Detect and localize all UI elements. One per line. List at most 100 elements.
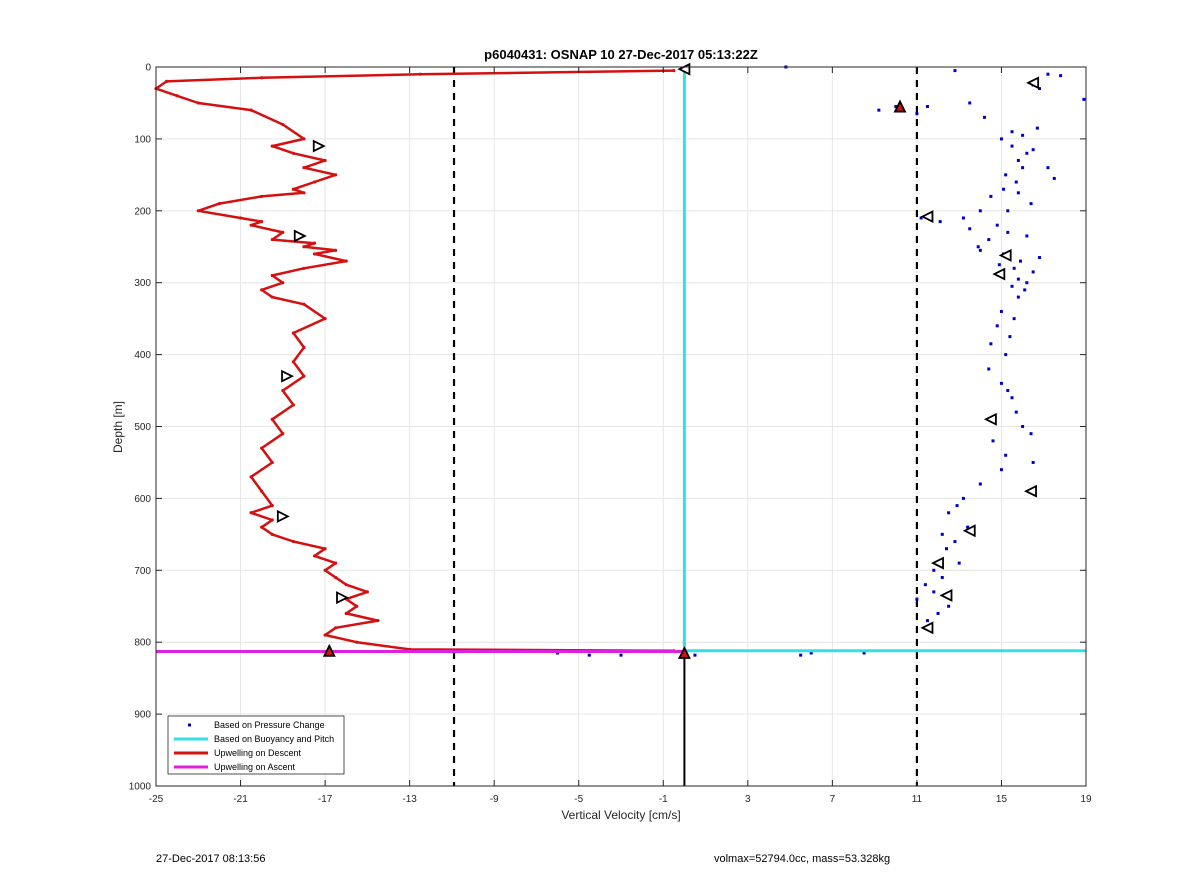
x-axis-label: Vertical Velocity [cm/s]	[561, 808, 680, 822]
marker-triangle-left	[983, 412, 997, 426]
descent-point	[260, 194, 264, 199]
descent-point	[312, 180, 317, 184]
descent-point	[312, 241, 317, 245]
x-tick-label: 7	[830, 794, 836, 805]
descent-point	[260, 525, 264, 529]
pressure-point	[997, 263, 1001, 267]
descent-point	[281, 432, 285, 436]
y-tick-label: 0	[145, 63, 151, 74]
pressure-point	[1006, 230, 1010, 234]
descent-point	[672, 68, 676, 73]
descent-point	[302, 345, 306, 350]
pressure-point	[968, 227, 972, 231]
descent-point	[260, 446, 264, 450]
descent-point	[270, 144, 274, 148]
pressure-point	[983, 115, 987, 119]
pressure-point	[1014, 180, 1018, 184]
descent-point	[260, 76, 264, 80]
y-tick-label: 100	[134, 134, 151, 145]
pressure-point	[923, 583, 927, 587]
descent-point	[302, 245, 306, 249]
pressure-point	[1010, 284, 1014, 288]
pressure-point	[932, 590, 936, 594]
pressure-point	[925, 619, 929, 623]
pressure-point	[1029, 432, 1033, 436]
pressure-point	[999, 137, 1003, 141]
pressure-point	[955, 504, 959, 508]
pressure-point	[862, 651, 866, 655]
marker-triangle-left	[920, 210, 934, 224]
descent-point	[270, 503, 274, 508]
marker-triangle-left	[939, 589, 953, 602]
pressure-point	[1031, 460, 1035, 464]
descent-point	[238, 216, 243, 220]
pressure-point	[1021, 425, 1025, 428]
descent-point	[323, 568, 327, 572]
descent-point	[355, 604, 359, 608]
descent-point	[302, 191, 306, 195]
descent-point	[376, 619, 380, 623]
descent-line	[154, 69, 674, 653]
pressure-point	[1025, 151, 1029, 155]
pressure-point	[947, 511, 951, 515]
pressure-point	[945, 547, 948, 551]
pressure-point	[978, 248, 982, 252]
pressure-point	[619, 653, 623, 657]
pressure-point	[1082, 97, 1086, 101]
y-tick-label: 700	[134, 566, 151, 577]
pressure-point	[1010, 144, 1014, 148]
descent-point	[291, 151, 295, 155]
pressure-point	[966, 525, 970, 529]
descent-point	[270, 518, 274, 522]
descent-point	[334, 173, 338, 177]
x-tick-label: -25	[149, 794, 164, 805]
descent-point	[302, 266, 306, 270]
descent-point	[323, 317, 327, 321]
marker-triangle-left	[962, 524, 976, 538]
legend: Based on Pressure Change Based on Buoyanc…	[167, 715, 345, 775]
descent-point	[302, 166, 306, 170]
pressure-point	[953, 69, 957, 73]
descent-point	[334, 561, 338, 565]
y-tick-label: 400	[134, 350, 151, 361]
descent-point	[344, 611, 348, 616]
legend-entry: Based on Buoyancy and Pitch	[214, 734, 334, 744]
descent-point	[355, 640, 359, 644]
pressure-point	[1021, 133, 1025, 137]
footer-timestamp: 27-Dec-2017 08:13:56	[156, 853, 266, 865]
descent-point	[302, 374, 306, 378]
marker-triangle-up	[893, 99, 907, 113]
pressure-point	[1025, 234, 1029, 238]
descent-point	[281, 122, 285, 127]
marker-triangle-right	[281, 369, 295, 383]
x-tick-label: -9	[490, 794, 499, 805]
descent-point	[270, 237, 274, 242]
pressure-point	[999, 381, 1003, 385]
pressure-point	[1002, 187, 1006, 191]
pressure-point	[1021, 166, 1025, 170]
marker-triangle-left	[1026, 76, 1040, 90]
pressure-point	[1046, 166, 1050, 170]
descent-point	[164, 79, 169, 83]
y-axis-label: Depth [m]	[111, 401, 125, 453]
chart-title: p6040431: OSNAP 10 27-Dec-2017 05:13:22Z	[484, 47, 758, 62]
descent-point	[344, 583, 348, 587]
pressure-point	[1025, 281, 1029, 285]
x-tick-label: 15	[996, 794, 1008, 805]
descent-point	[260, 489, 264, 493]
pressure-point	[1038, 87, 1041, 91]
pressure-point	[925, 105, 929, 109]
pressure-point	[1046, 72, 1050, 76]
descent-point	[281, 281, 285, 285]
descent-point	[260, 219, 264, 224]
pressure-point	[809, 651, 813, 655]
pressure-point	[1014, 410, 1018, 414]
descent-point	[323, 158, 327, 163]
marker-triangle-up	[322, 643, 336, 657]
pressure-point	[978, 482, 982, 486]
pressure-point	[987, 238, 991, 242]
pressure-point	[1006, 389, 1010, 393]
y-tick-label: 300	[134, 278, 151, 289]
legend-swatch	[188, 723, 191, 727]
descent-point	[334, 626, 338, 630]
